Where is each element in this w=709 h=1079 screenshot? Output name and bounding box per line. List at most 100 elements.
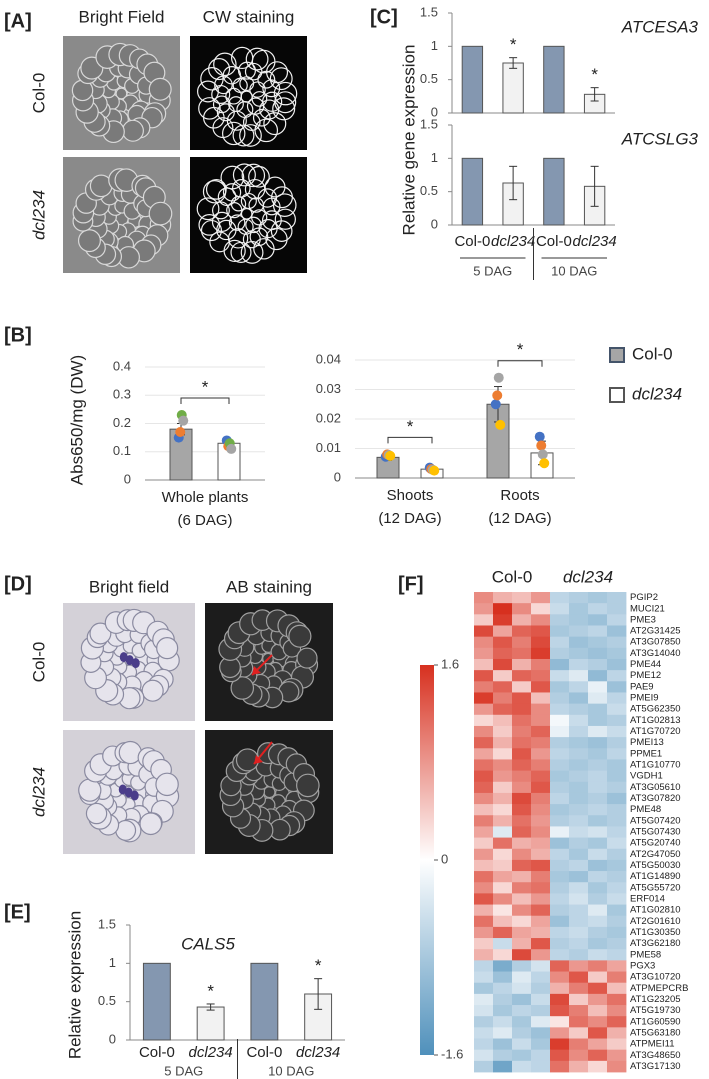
heatmap-cell <box>512 815 532 827</box>
heatmap-cell <box>493 971 513 984</box>
heatmap-cell <box>493 781 513 794</box>
heatmap-cell <box>550 681 570 693</box>
heatmap-cell <box>588 859 608 872</box>
heatmap-cell <box>493 658 513 671</box>
x-tick-note: (12 DAG) <box>378 510 441 527</box>
replicate-point <box>492 390 503 401</box>
cell <box>196 197 220 221</box>
bracket <box>497 360 543 367</box>
y-axis-label: Abs650/mg (DW) <box>67 355 86 485</box>
row-label: ATPMEI11 <box>630 1039 675 1050</box>
heatmap-cell <box>569 915 589 928</box>
heatmap-cell <box>588 614 608 626</box>
heatmap-cell <box>569 792 589 805</box>
heatmap-cell <box>588 1038 608 1051</box>
heatmap-cell <box>550 1049 570 1062</box>
heatmap-cell <box>569 837 589 850</box>
heatmap-cell <box>474 703 494 716</box>
heatmap-cell <box>474 871 494 883</box>
row-label: PPME1 <box>630 748 662 759</box>
heatmap-cell <box>588 971 608 984</box>
heatmap-cell <box>531 592 551 604</box>
heatmap-cell <box>531 714 551 727</box>
row-label: PME44 <box>630 659 661 670</box>
heatmap-cell <box>512 770 532 783</box>
heatmap-cell <box>512 882 532 894</box>
cell <box>263 112 287 136</box>
cell <box>249 81 266 98</box>
heatmap-cell <box>588 882 608 894</box>
heatmap-cell <box>569 960 589 972</box>
heatmap-cell <box>569 893 589 905</box>
heatmap-cell <box>607 636 627 649</box>
cell <box>241 163 266 188</box>
heatmap-cell <box>531 1049 551 1062</box>
heatmap-cell <box>607 893 627 905</box>
heatmap-cell <box>607 748 627 760</box>
heatmap-cell <box>550 815 570 827</box>
heatmap-cell <box>569 926 589 939</box>
panel-label: [D] <box>4 573 32 595</box>
heatmap-cell <box>588 603 608 615</box>
heatmap-cell <box>588 904 608 917</box>
row-label: dcl234 <box>29 190 48 240</box>
row-label: PME58 <box>630 949 661 960</box>
heatmap-cell <box>550 848 570 861</box>
heatmap-cell <box>569 770 589 783</box>
column-header: dcl234 <box>563 567 613 586</box>
row-label: AT5G63180 <box>630 1027 681 1038</box>
heatmap-cell <box>607 993 627 1006</box>
heatmap-cell <box>512 949 532 961</box>
cell <box>273 81 298 106</box>
heatmap-cell <box>569 681 589 693</box>
subplot-title: ATCSLG3 <box>621 129 699 148</box>
heatmap-cell <box>493 647 513 660</box>
heatmap-cell <box>512 792 532 805</box>
heatmap-cell <box>569 781 589 794</box>
cell <box>78 778 102 802</box>
heatmap-cell <box>531 625 551 638</box>
heatmap-cell <box>588 703 608 716</box>
cell <box>239 124 262 147</box>
heatmap-cell <box>512 1049 532 1062</box>
heatmap-cell <box>569 1049 589 1062</box>
heatmap-cell <box>569 703 589 716</box>
heatmap-cell <box>474 982 494 995</box>
heatmap-cell <box>569 871 589 883</box>
heatmap-cell <box>493 871 513 883</box>
y-tick-label: 0.04 <box>316 351 341 366</box>
row-label: AT3G14040 <box>630 648 681 659</box>
heatmap-cell <box>550 714 570 727</box>
y-tick-label: 0 <box>431 104 438 119</box>
legend-label: Col-0 <box>632 344 673 363</box>
heatmap-cell <box>531 815 551 827</box>
heatmap-cell <box>531 1005 551 1017</box>
heatmap-cell <box>512 893 532 905</box>
heatmap-cell <box>569 592 589 604</box>
x-tick-label: Shoots <box>387 487 434 504</box>
heatmap-cell <box>569 1016 589 1028</box>
heatmap-cell <box>474 1016 494 1028</box>
heatmap-cell <box>474 826 494 838</box>
replicate-point <box>537 449 548 460</box>
heatmap-cell <box>474 614 494 626</box>
heatmap-cell <box>493 692 513 705</box>
significance: * <box>202 378 209 397</box>
y-tick-label: 0.03 <box>316 381 341 396</box>
micrograph <box>190 36 307 150</box>
cell <box>141 679 164 702</box>
heatmap-cell <box>588 871 608 883</box>
cell <box>296 773 320 798</box>
row-label: AT5G07420 <box>630 815 681 826</box>
heatmap-cell <box>607 603 627 615</box>
micrograph <box>205 603 333 721</box>
heatmap-cell <box>512 614 532 626</box>
bar <box>196 1006 225 1041</box>
heatmap-cell <box>607 826 627 838</box>
heatmap-cell <box>474 670 494 682</box>
cell <box>155 772 179 797</box>
heatmap-cell <box>493 725 513 738</box>
heatmap-cell <box>550 1027 570 1039</box>
row-label: AT1G02810 <box>630 905 681 916</box>
heatmap-cell <box>493 625 513 638</box>
